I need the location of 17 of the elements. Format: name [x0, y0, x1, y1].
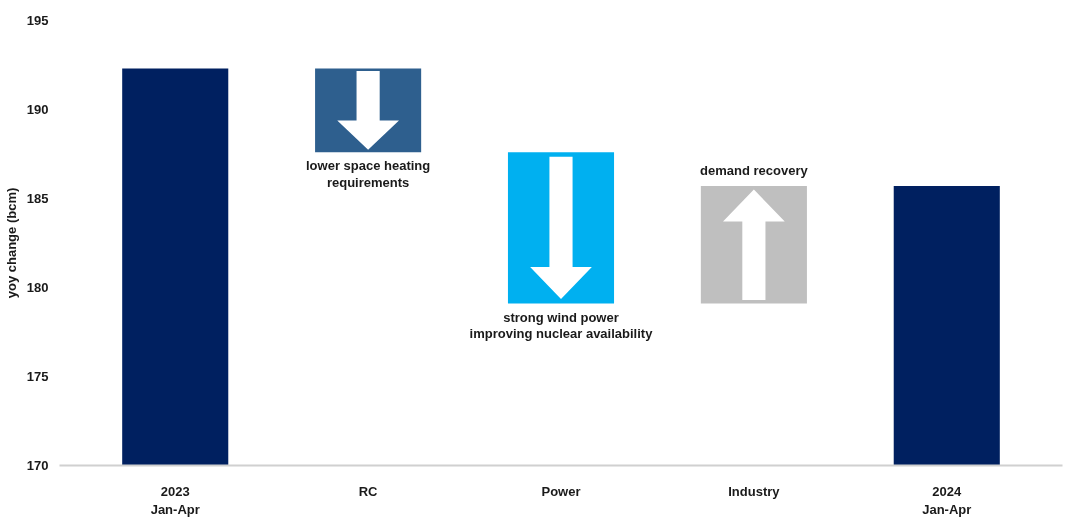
y-tick-label: 180: [26, 280, 49, 295]
x-tick-label: Power: [541, 483, 581, 499]
y-axis-title: yoy change (bcm): [3, 187, 19, 299]
y-tick-label: 190: [26, 102, 49, 117]
bar: [893, 186, 1000, 466]
x-tick-label: Industry: [728, 483, 781, 499]
bar: [122, 68, 229, 466]
x-tick-label: RC: [358, 483, 379, 499]
y-tick-label: 185: [26, 191, 49, 206]
annotation: lower space heating requirements: [305, 158, 431, 190]
y-tick-label: 195: [26, 13, 49, 28]
annotation: strong wind power improving nuclear availability: [469, 309, 654, 342]
x-tick-label: 2023 Jan-Apr: [150, 483, 200, 517]
y-tick-label: 175: [26, 369, 49, 384]
y-tick-label: 170: [26, 458, 49, 473]
annotation: demand recovery: [700, 163, 809, 179]
x-tick-label: 2024 Jan-Apr: [922, 483, 972, 517]
